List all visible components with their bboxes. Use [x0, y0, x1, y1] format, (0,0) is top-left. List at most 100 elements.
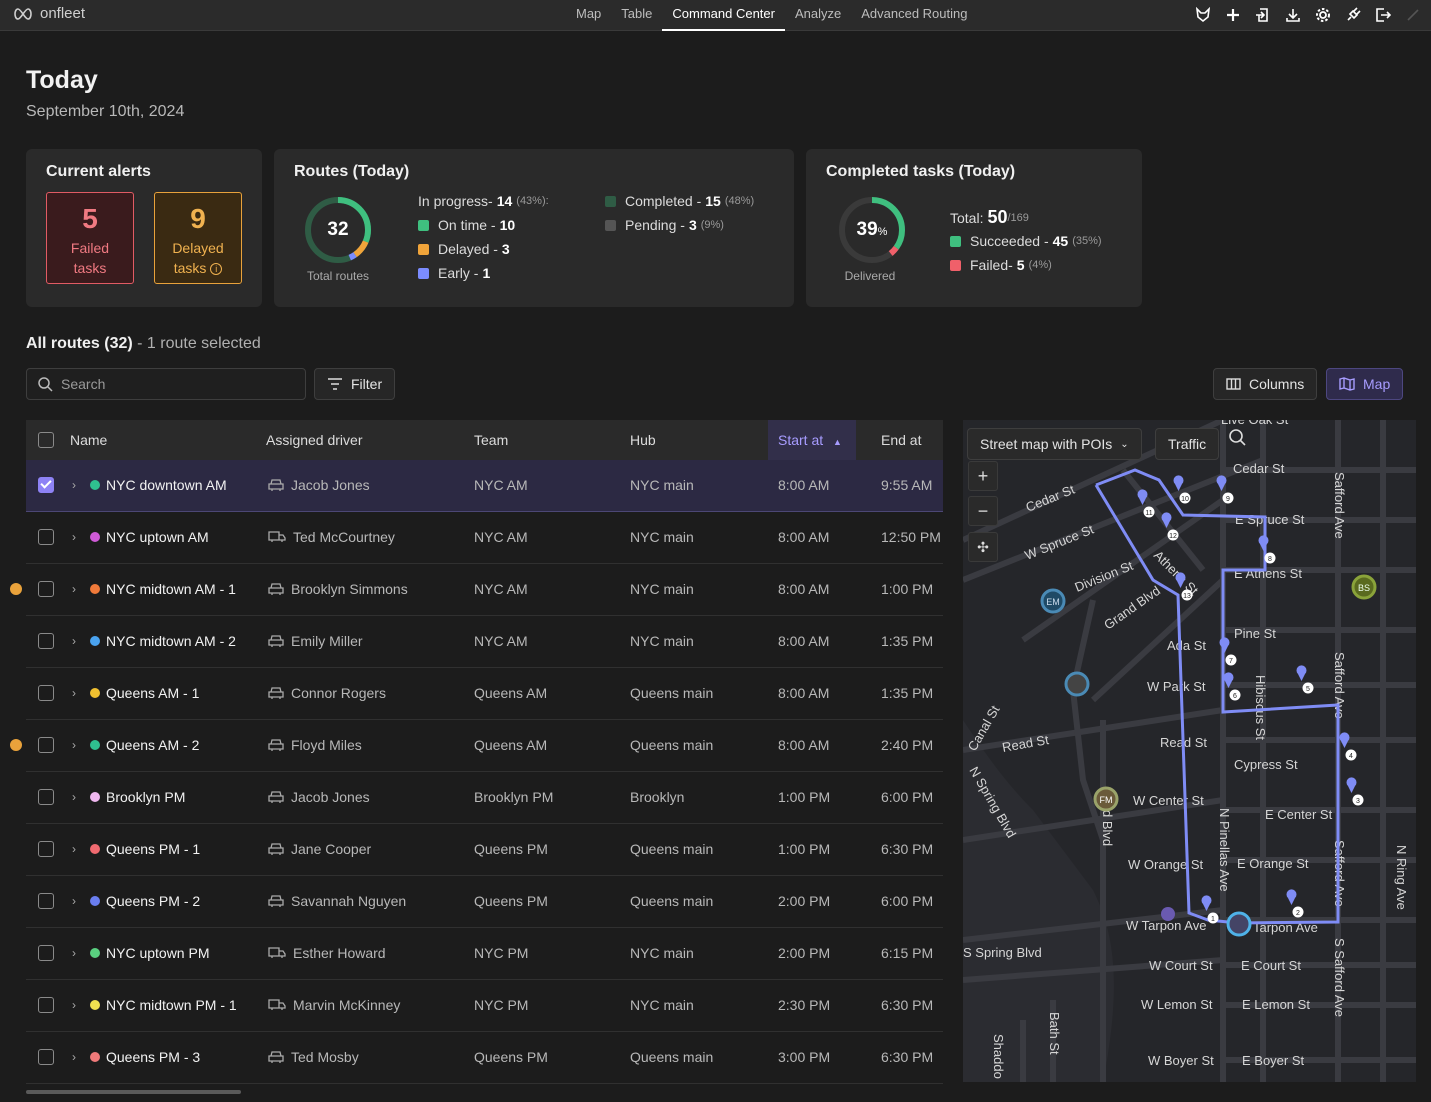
zoom-in-button[interactable]: + — [968, 461, 998, 491]
info-icon[interactable]: i — [210, 263, 223, 276]
driver-cell[interactable]: Ted McCourtney — [268, 512, 395, 562]
driver-cell[interactable]: Brooklyn Simmons — [268, 564, 408, 614]
table-row[interactable]: › NYC downtown AM Jacob Jones NYC AM NYC… — [26, 460, 943, 512]
stop-marker[interactable]: 2 — [1286, 889, 1304, 918]
col-driver[interactable]: Assigned driver — [266, 432, 363, 448]
chevron-right-icon[interactable]: › — [72, 478, 76, 492]
expand-icon[interactable] — [1403, 5, 1423, 25]
chevron-right-icon[interactable]: › — [72, 842, 76, 856]
columns-button[interactable]: Columns — [1213, 368, 1318, 400]
tab-command-center[interactable]: Command Center — [662, 0, 785, 31]
warning-clock-icon[interactable] — [10, 583, 22, 595]
driver-cell[interactable]: Jane Cooper — [268, 824, 371, 874]
chevron-right-icon[interactable]: › — [72, 738, 76, 752]
plug-icon[interactable] — [1343, 5, 1363, 25]
table-row[interactable]: › Queens PM - 1 Jane Cooper Queens PM Qu… — [26, 824, 943, 876]
driver-cell[interactable]: Jacob Jones — [268, 460, 370, 510]
chevron-right-icon[interactable]: › — [72, 530, 76, 544]
table-row[interactable]: › Queens AM - 2 Floyd Miles Queens AM Qu… — [10, 720, 943, 772]
driver-cell[interactable]: Esther Howard — [268, 928, 386, 978]
stop-marker[interactable]: 9 — [1216, 475, 1234, 504]
stop-marker[interactable]: 5 — [1296, 665, 1314, 694]
chevron-right-icon[interactable]: › — [72, 686, 76, 700]
driver-cell[interactable]: Emily Miller — [268, 616, 363, 666]
route-name[interactable]: Queens PM - 3 — [90, 1032, 200, 1082]
recenter-button[interactable]: ✣ — [968, 532, 998, 562]
chevron-right-icon[interactable]: › — [72, 1050, 76, 1064]
col-end-at[interactable]: End at — [881, 432, 922, 448]
route-name[interactable]: NYC midtown AM - 1 — [90, 564, 236, 614]
row-checkbox[interactable] — [38, 893, 54, 909]
onfleet-logo[interactable]: onfleet — [12, 5, 85, 22]
row-checkbox[interactable] — [38, 1049, 54, 1065]
search-input[interactable] — [61, 376, 281, 392]
driver-cell[interactable]: Ted Mosby — [268, 1032, 359, 1082]
table-row[interactable]: › Queens AM - 1 Connor Rogers Queens AM … — [26, 668, 943, 720]
table-row[interactable]: › Queens PM - 3 Ted Mosby Queens PM Quee… — [26, 1032, 943, 1084]
row-checkbox[interactable] — [38, 737, 54, 753]
logout-icon[interactable] — [1373, 5, 1393, 25]
map-style-select[interactable]: Street map with POIs ⌄ — [967, 428, 1142, 460]
row-checkbox[interactable] — [38, 789, 54, 805]
warning-clock-icon[interactable] — [10, 739, 22, 751]
table-row[interactable]: › NYC midtown AM - 1 Brooklyn Simmons NY… — [10, 564, 943, 616]
select-all-checkbox[interactable] — [38, 432, 54, 448]
stop-marker[interactable]: 12 — [1161, 512, 1179, 541]
chevron-right-icon[interactable]: › — [72, 894, 76, 908]
table-row[interactable]: › Brooklyn PM Jacob Jones Brooklyn PM Br… — [26, 772, 943, 824]
stop-marker[interactable]: 7 — [1219, 637, 1237, 666]
route-name[interactable]: Queens PM - 1 — [90, 824, 200, 874]
row-checkbox[interactable] — [38, 529, 54, 545]
stop-marker[interactable]: 11 — [1137, 489, 1155, 518]
stop-marker[interactable]: 13 — [1175, 572, 1193, 601]
table-row[interactable]: › NYC uptown AM Ted McCourtney NYC AM NY… — [26, 512, 943, 564]
search-box[interactable] — [26, 368, 306, 400]
chevron-right-icon[interactable]: › — [72, 998, 76, 1012]
table-row[interactable]: › NYC uptown PM Esther Howard NYC PM NYC… — [26, 928, 943, 980]
fox-icon[interactable] — [1193, 5, 1213, 25]
chevron-right-icon[interactable]: › — [72, 790, 76, 804]
tab-map[interactable]: Map — [576, 6, 602, 21]
filter-button[interactable]: Filter — [314, 368, 396, 400]
table-row[interactable]: › NYC midtown PM - 1 Marvin McKinney NYC… — [26, 980, 943, 1032]
map-canvas[interactable]: Live Oak St Cedar St Cedar St E Spruce S… — [963, 420, 1416, 1082]
route-name[interactable]: Queens AM - 1 — [90, 668, 199, 718]
col-name[interactable]: Name — [70, 432, 108, 448]
horizontal-scrollbar[interactable] — [26, 1090, 241, 1094]
col-start-at[interactable]: Start at ▲ — [768, 420, 856, 462]
table-row[interactable]: › NYC midtown AM - 2 Emily Miller NYC AM… — [26, 616, 943, 668]
driver-cell[interactable]: Connor Rogers — [268, 668, 386, 718]
route-name[interactable]: Queens PM - 2 — [90, 876, 200, 926]
gear-icon[interactable] — [1313, 5, 1333, 25]
stop-marker[interactable]: 6 — [1223, 672, 1241, 701]
route-name[interactable]: NYC midtown AM - 2 — [90, 616, 236, 666]
driver-cell[interactable]: Marvin McKinney — [268, 980, 400, 1030]
route-name[interactable]: NYC midtown PM - 1 — [90, 980, 237, 1030]
row-checkbox[interactable] — [38, 945, 54, 961]
row-checkbox[interactable] — [38, 477, 54, 493]
tab-analyze[interactable]: Analyze — [794, 6, 842, 21]
map-search-button[interactable] — [1228, 428, 1246, 460]
route-name[interactable]: NYC uptown PM — [90, 928, 209, 978]
stop-marker[interactable]: 10 — [1173, 475, 1191, 504]
stop-marker[interactable]: 8 — [1258, 535, 1276, 564]
import-icon[interactable] — [1253, 5, 1273, 25]
plus-icon[interactable] — [1223, 5, 1243, 25]
row-checkbox[interactable] — [38, 841, 54, 857]
delayed-tasks-alert[interactable]: 9 Delayed tasks i — [154, 192, 242, 284]
download-icon[interactable] — [1283, 5, 1303, 25]
col-team[interactable]: Team — [474, 432, 509, 448]
table-row[interactable]: › Queens PM - 2 Savannah Nguyen Queens P… — [26, 876, 943, 928]
failed-tasks-alert[interactable]: 5 Failed tasks — [46, 192, 134, 284]
stop-marker[interactable]: 4 — [1339, 732, 1357, 761]
row-checkbox[interactable] — [38, 997, 54, 1013]
driver-cell[interactable]: Floyd Miles — [268, 720, 362, 770]
route-map[interactable]: Live Oak St Cedar St Cedar St E Spruce S… — [963, 420, 1416, 1082]
stop-marker[interactable]: 3 — [1346, 777, 1364, 806]
traffic-toggle[interactable]: Traffic — [1155, 428, 1220, 460]
zoom-out-button[interactable]: − — [968, 496, 998, 526]
row-checkbox[interactable] — [38, 581, 54, 597]
route-name[interactable]: NYC uptown AM — [90, 512, 209, 562]
route-name[interactable]: Brooklyn PM — [90, 772, 185, 822]
row-checkbox[interactable] — [38, 685, 54, 701]
